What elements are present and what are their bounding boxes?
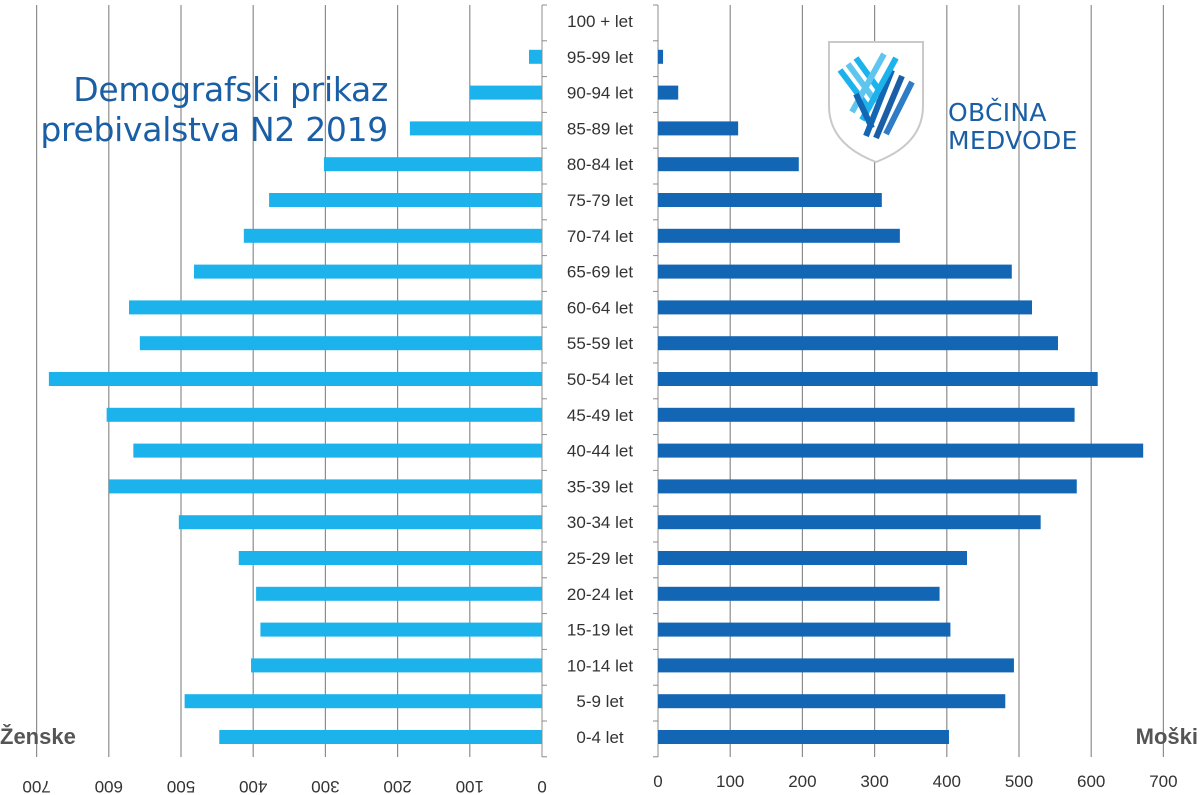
bar-female-9	[139, 336, 542, 351]
category-label: 0-4 let	[576, 728, 624, 747]
male-series-label: Moški	[1135, 724, 1198, 749]
bar-male-8	[658, 300, 1032, 315]
category-label: 85-89 let	[567, 119, 633, 138]
bars	[48, 49, 1144, 744]
tick-label-male-100: 100	[716, 772, 744, 791]
category-label: 55-59 let	[567, 334, 633, 353]
category-label: 100 + let	[567, 12, 633, 31]
category-label: 35-39 let	[567, 477, 633, 496]
tick-label-male-200: 200	[788, 772, 816, 791]
bar-male-11	[658, 407, 1075, 422]
category-label: 65-69 let	[567, 263, 633, 282]
bar-male-17	[658, 622, 951, 637]
bar-female-3	[409, 121, 542, 136]
tick-label-female-700: 700	[22, 777, 50, 795]
bar-male-14	[658, 515, 1041, 530]
category-label: 25-29 let	[567, 549, 633, 568]
bar-female-15	[238, 551, 542, 565]
tick-label-female-100: 100	[456, 777, 484, 795]
bar-male-20	[658, 730, 949, 744]
bar-female-14	[178, 515, 543, 530]
bar-male-19	[658, 694, 1006, 709]
category-label: 75-79 let	[567, 191, 633, 210]
bar-female-10	[48, 372, 543, 386]
bar-male-2	[658, 85, 679, 100]
chart-title-line2: prebivalstva N2 2019	[40, 110, 388, 149]
bar-male-18	[658, 658, 1014, 673]
bar-female-4	[323, 157, 542, 172]
category-labels: 100 + let 95-99 let 90-94 let 85-89 let 80-8…	[567, 12, 633, 747]
category-label: 95-99 let	[567, 48, 633, 67]
tick-label-female-600: 600	[95, 777, 123, 795]
bar-female-11	[106, 407, 542, 422]
bar-female-18	[251, 658, 542, 673]
tick-label-female-400: 400	[239, 777, 267, 795]
bar-female-12	[133, 443, 542, 458]
municipal-shield-logo-icon	[828, 41, 924, 164]
bar-female-16	[256, 586, 542, 601]
bar-male-12	[658, 443, 1144, 458]
category-label: 80-84 let	[567, 155, 633, 174]
bar-male-10	[658, 372, 1098, 386]
category-label: 10-14 let	[567, 656, 633, 675]
bar-female-7	[193, 264, 542, 279]
chart-title-line1: Demografski prikaz	[73, 70, 388, 109]
bar-male-7	[658, 264, 1012, 279]
category-label: 20-24 let	[567, 585, 633, 604]
tick-label-male-300: 300	[860, 772, 888, 791]
category-label: 60-64 let	[567, 298, 633, 317]
bar-male-13	[658, 479, 1077, 494]
bar-female-1	[529, 49, 542, 64]
bar-female-19	[184, 694, 543, 709]
tick-label-female-200: 200	[383, 777, 411, 795]
category-label: 90-94 let	[567, 84, 633, 103]
bar-female-2	[469, 85, 542, 100]
bar-female-13	[108, 479, 543, 494]
bar-male-16	[658, 586, 940, 601]
female-series-label: Ženske	[0, 724, 76, 749]
bar-male-4	[658, 157, 799, 172]
tick-labels: 0 0 100 100 200 200 300 300 400 400 500 500 600 600 70…	[22, 772, 1177, 795]
municipality-name-line1: OBČINA	[948, 98, 1047, 127]
category-label: 50-54 let	[567, 370, 633, 389]
bar-male-5	[658, 193, 882, 207]
tick-label-male-400: 400	[933, 772, 961, 791]
category-label: 5-9 let	[576, 692, 624, 711]
tick-label-female-500: 500	[167, 777, 195, 795]
bar-female-5	[269, 193, 542, 207]
category-label: 70-74 let	[567, 227, 633, 246]
tick-label-female-0: 0	[537, 777, 546, 795]
tick-label-male-500: 500	[1005, 772, 1033, 791]
tick-label-male-600: 600	[1077, 772, 1105, 791]
bar-male-3	[658, 121, 739, 136]
bar-male-1	[658, 49, 664, 64]
bar-female-20	[219, 730, 543, 744]
bar-male-9	[658, 336, 1058, 351]
bar-male-15	[658, 551, 968, 565]
municipality-name-line2: MEDVODE	[948, 126, 1078, 155]
category-label: 45-49 let	[567, 406, 633, 425]
bar-female-6	[243, 228, 542, 243]
bar-female-17	[260, 622, 542, 637]
tick-label-male-700: 700	[1149, 772, 1177, 791]
tick-label-female-300: 300	[311, 777, 339, 795]
tick-label-male-0: 0	[653, 772, 662, 791]
category-label: 40-44 let	[567, 442, 633, 461]
bar-female-8	[129, 300, 543, 315]
category-label: 15-19 let	[567, 621, 633, 640]
category-label: 30-34 let	[567, 513, 633, 532]
bar-male-6	[658, 228, 900, 243]
